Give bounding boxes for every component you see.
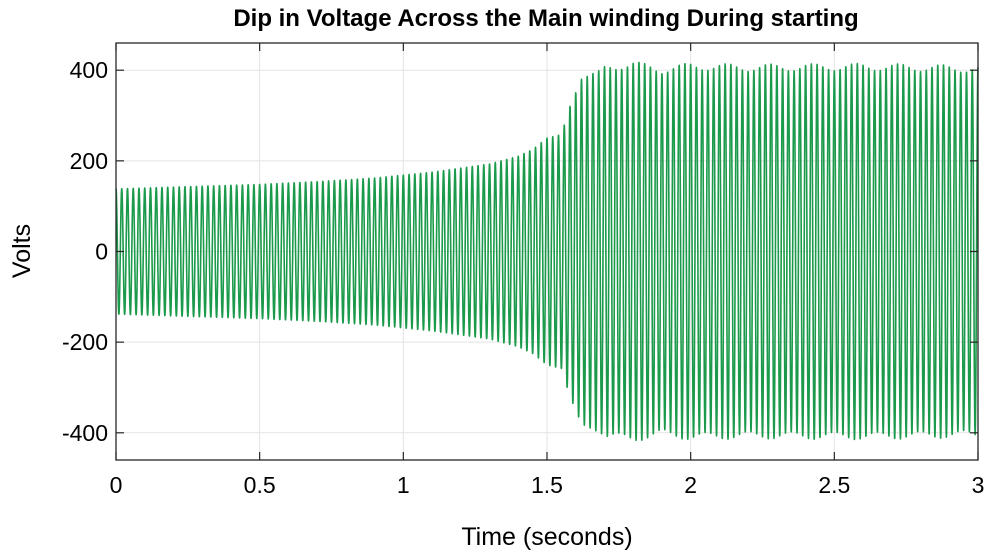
series-group (115, 61, 979, 442)
y-tick-label: -400 (62, 420, 108, 446)
y-tick-label: -200 (62, 329, 108, 355)
x-tick-label: 2.5 (818, 472, 850, 498)
y-tick-label: 400 (70, 57, 108, 83)
x-axis: 0 0.5 1 1.5 2 2.5 3 (110, 43, 985, 498)
series-line (115, 61, 979, 442)
x-tick-label: 0.5 (244, 472, 276, 498)
x-tick-label: 1.5 (531, 472, 563, 498)
x-tick-label: 0 (110, 472, 123, 498)
y-tick-label: 200 (70, 148, 108, 174)
x-tick-label: 1 (397, 472, 410, 498)
y-axis: -400 -200 0 200 400 (62, 57, 978, 446)
x-axis-label: Time (seconds) (461, 523, 632, 551)
y-axis-label: Volts (8, 224, 36, 278)
y-tick-label: 0 (95, 239, 108, 265)
chart-title: Dip in Voltage Across the Main winding D… (233, 5, 858, 32)
x-tick-label: 3 (972, 472, 985, 498)
x-tick-label: 2 (684, 472, 697, 498)
